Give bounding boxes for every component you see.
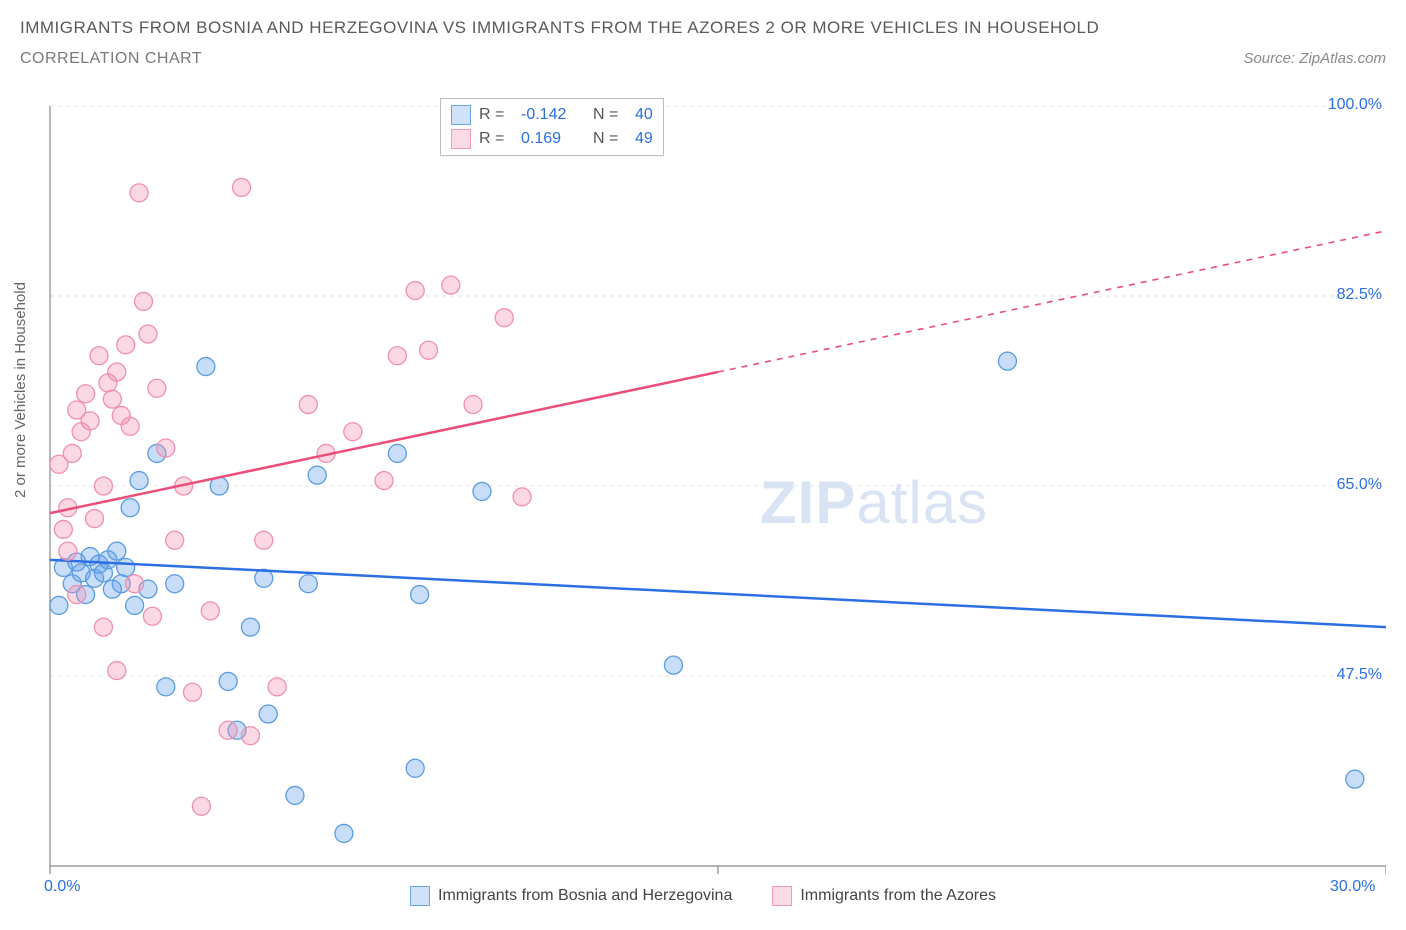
legend-swatch — [451, 129, 471, 149]
x-legend-label: Immigrants from Bosnia and Herzegovina — [438, 887, 732, 905]
chart-svg — [20, 98, 1386, 908]
scatter-point — [388, 444, 406, 462]
scatter-point — [121, 499, 139, 517]
scatter-point — [143, 607, 161, 625]
scatter-point — [121, 417, 139, 435]
scatter-point — [54, 520, 72, 538]
scatter-point — [77, 385, 95, 403]
legend-row: R = -0.142 N = 40 — [451, 103, 653, 127]
scatter-point — [81, 412, 99, 430]
scatter-point — [103, 390, 121, 408]
legend-n-label: N = — [593, 103, 627, 127]
scatter-point — [130, 184, 148, 202]
scatter-point — [241, 618, 259, 636]
legend-swatch — [410, 886, 430, 906]
scatter-point — [219, 721, 237, 739]
y-tick-label: 100.0% — [1328, 96, 1382, 114]
scatter-point — [664, 656, 682, 674]
scatter-point — [94, 477, 112, 495]
scatter-point — [68, 586, 86, 604]
correlation-chart: 2 or more Vehicles in Household ZIPatlas… — [20, 98, 1386, 908]
scatter-point — [420, 341, 438, 359]
scatter-point — [201, 602, 219, 620]
scatter-point — [108, 363, 126, 381]
scatter-point — [268, 678, 286, 696]
scatter-point — [148, 379, 166, 397]
scatter-point — [130, 472, 148, 490]
scatter-point — [464, 396, 482, 414]
legend-row: R = 0.169 N = 49 — [451, 127, 653, 151]
scatter-point — [388, 347, 406, 365]
x-legend: Immigrants from Bosnia and Herzegovina Im… — [20, 886, 1386, 906]
scatter-point — [50, 596, 68, 614]
scatter-point — [335, 824, 353, 842]
scatter-point — [406, 282, 424, 300]
scatter-point — [197, 358, 215, 376]
x-legend-label: Immigrants from the Azores — [800, 887, 996, 905]
scatter-point — [308, 466, 326, 484]
page-title: IMMIGRANTS FROM BOSNIA AND HERZEGOVINA V… — [20, 18, 1386, 38]
scatter-point — [117, 336, 135, 354]
scatter-point — [166, 531, 184, 549]
scatter-point — [375, 472, 393, 490]
legend-swatch — [451, 105, 471, 125]
legend-r-label: R = — [479, 127, 513, 151]
legend-n-value: 49 — [635, 127, 653, 151]
scatter-point — [50, 455, 68, 473]
legend-r-label: R = — [479, 103, 513, 127]
legend-swatch — [772, 886, 792, 906]
scatter-point — [473, 482, 491, 500]
scatter-point — [126, 575, 144, 593]
x-legend-item: Immigrants from the Azores — [772, 886, 996, 906]
scatter-point — [126, 596, 144, 614]
page-subtitle: CORRELATION CHART — [20, 50, 202, 68]
scatter-point — [241, 727, 259, 745]
scatter-point — [86, 510, 104, 528]
legend-r-value: 0.169 — [521, 127, 585, 151]
scatter-point — [108, 662, 126, 680]
scatter-point — [1346, 770, 1364, 788]
scatter-point — [94, 618, 112, 636]
scatter-point — [117, 558, 135, 576]
scatter-point — [219, 672, 237, 690]
scatter-point — [135, 292, 153, 310]
scatter-point — [495, 309, 513, 327]
scatter-point — [192, 797, 210, 815]
y-axis-label: 2 or more Vehicles in Household — [12, 282, 29, 498]
legend-box: R = -0.142 N = 40 R = 0.169 N = 49 — [440, 98, 664, 156]
legend-n-value: 40 — [635, 103, 653, 127]
scatter-point — [299, 396, 317, 414]
scatter-point — [513, 488, 531, 506]
legend-r-value: -0.142 — [521, 103, 585, 127]
x-legend-item: Immigrants from Bosnia and Herzegovina — [410, 886, 732, 906]
scatter-point — [255, 531, 273, 549]
scatter-point — [344, 423, 362, 441]
scatter-point — [166, 575, 184, 593]
y-tick-label: 82.5% — [1337, 286, 1382, 304]
scatter-point — [411, 586, 429, 604]
scatter-point — [299, 575, 317, 593]
scatter-point — [406, 759, 424, 777]
y-tick-label: 65.0% — [1337, 476, 1382, 494]
scatter-point — [259, 705, 277, 723]
y-tick-label: 47.5% — [1337, 666, 1382, 684]
source-attribution: Source: ZipAtlas.com — [1243, 50, 1386, 67]
scatter-point — [184, 683, 202, 701]
scatter-point — [90, 347, 108, 365]
scatter-point — [157, 439, 175, 457]
scatter-point — [286, 786, 304, 804]
scatter-point — [139, 325, 157, 343]
legend-n-label: N = — [593, 127, 627, 151]
scatter-point — [108, 542, 126, 560]
scatter-point — [232, 178, 250, 196]
scatter-point — [59, 542, 77, 560]
scatter-point — [157, 678, 175, 696]
scatter-point — [442, 276, 460, 294]
scatter-point — [998, 352, 1016, 370]
